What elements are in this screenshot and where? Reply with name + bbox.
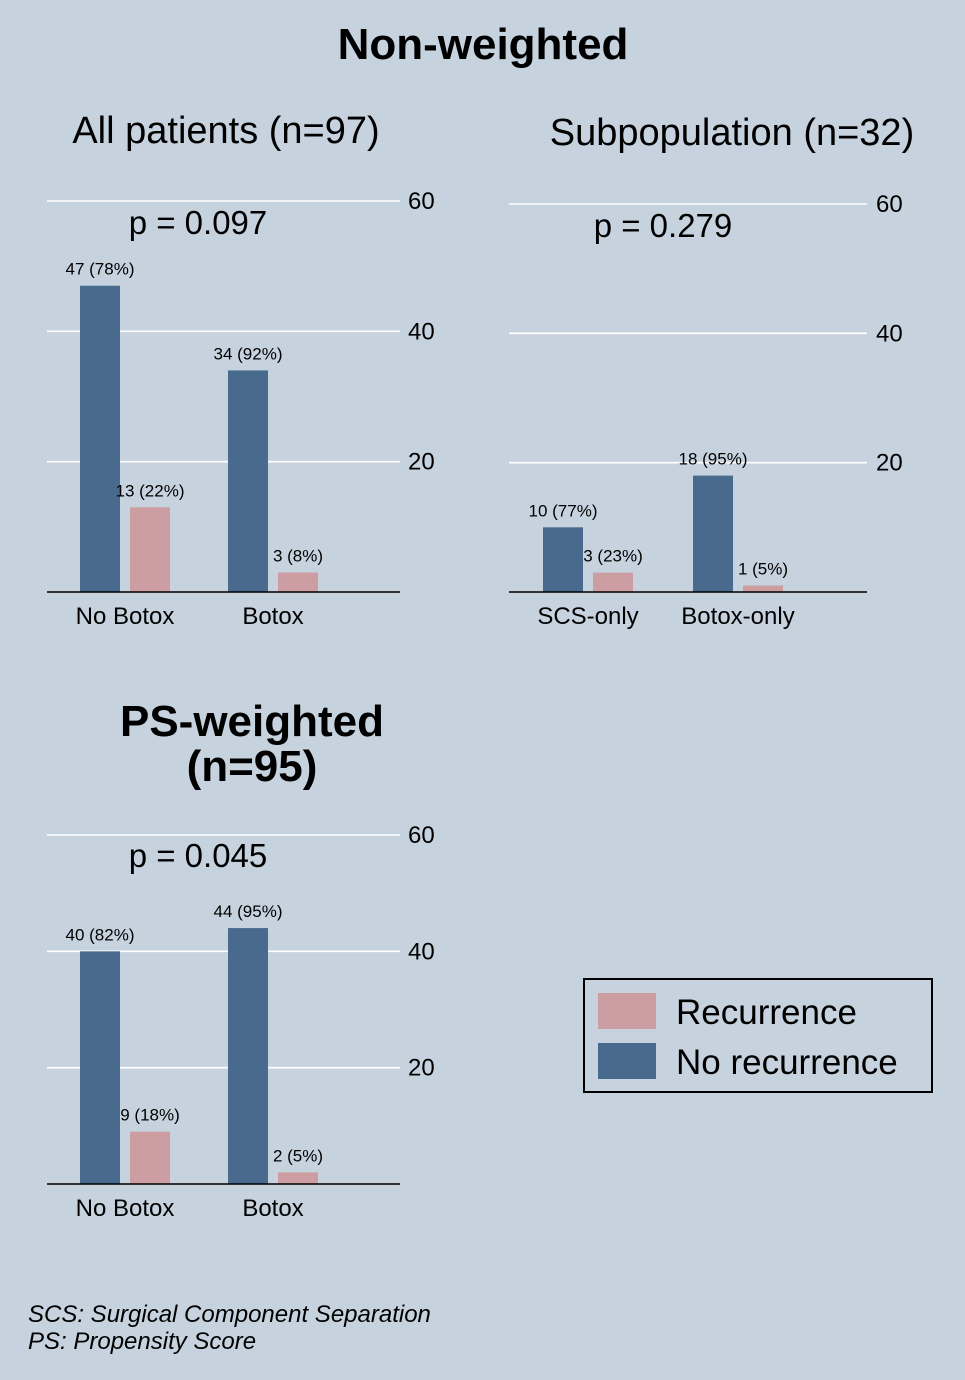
recurrence-bar: [130, 507, 170, 592]
x-category-label: Botox-only: [681, 603, 794, 630]
bar-data-label: 47 (78%): [66, 260, 135, 279]
bar-data-label: 1 (5%): [738, 560, 788, 579]
bar-data-label: 44 (95%): [214, 902, 283, 921]
bar-data-label: 13 (22%): [116, 481, 185, 500]
x-category-label: Botox: [242, 603, 303, 630]
panel-title-line: PS-weighted: [120, 697, 384, 746]
panel-title-line: (n=95): [187, 742, 318, 791]
footnote: PS: Propensity Score: [28, 1328, 256, 1355]
recurrence-bar: [278, 572, 318, 592]
bar-data-label: 18 (95%): [679, 450, 748, 469]
legend-label: Recurrence: [676, 993, 857, 1032]
recurrence-bar: [593, 572, 633, 592]
no-recurrence-bar: [228, 370, 268, 592]
legend-box: [583, 978, 933, 1093]
panel-title-line: Subpopulation (n=32): [550, 112, 914, 154]
no-recurrence-bar: [80, 951, 120, 1184]
x-category-label: Botox: [242, 1195, 303, 1222]
chart-panel-2: Subpopulation (n=32) 20 40 60 p = 0.279 10 (7…: [509, 112, 914, 630]
x-category-label: No Botox: [76, 603, 175, 630]
legend-swatch: [598, 1043, 656, 1079]
y-tick-label: 20: [408, 449, 435, 476]
recurrence-bar: [743, 585, 783, 592]
y-tick-label: 40: [408, 938, 435, 965]
y-tick-label: 60: [876, 191, 903, 218]
y-tick-label: 40: [408, 318, 435, 345]
bar-data-label: 2 (5%): [273, 1146, 323, 1165]
panel-title: All patients (n=97): [72, 110, 379, 152]
chart-panel-3: PS-weighted (n=95) 20 40 60 p = 0.045 40 (82%)…: [47, 697, 435, 1222]
panel-title-line: All patients (n=97): [72, 110, 379, 152]
bar-data-label: 3 (8%): [273, 546, 323, 565]
p-value-annotation: p = 0.097: [129, 204, 268, 241]
no-recurrence-bar: [228, 928, 268, 1184]
main-title: Non-weighted: [338, 20, 629, 69]
chart-panel-1: All patients (n=97) 20 40 60 p = 0.097 47 (78…: [47, 110, 435, 630]
bar-data-label: 40 (82%): [66, 925, 135, 944]
bar-data-label: 34 (92%): [214, 344, 283, 363]
y-tick-label: 20: [876, 450, 903, 477]
legend: Recurrence No recurrence: [583, 978, 933, 1093]
recurrence-bar: [278, 1172, 318, 1184]
panel-title: Subpopulation (n=32): [550, 112, 914, 154]
y-tick-label: 60: [408, 822, 435, 849]
y-tick-label: 60: [408, 188, 435, 215]
no-recurrence-bar: [543, 527, 583, 592]
bar-data-label: 10 (77%): [529, 501, 598, 520]
no-recurrence-bar: [80, 285, 120, 592]
panel-title: PS-weighted (n=95): [120, 697, 384, 791]
y-tick-label: 40: [876, 320, 903, 347]
legend-swatch: [598, 993, 656, 1029]
y-tick-label: 20: [408, 1055, 435, 1082]
p-value-annotation: p = 0.279: [594, 207, 733, 244]
bar-data-label: 9 (18%): [120, 1106, 180, 1125]
recurrence-bar: [130, 1131, 170, 1184]
no-recurrence-bar: [693, 475, 733, 592]
p-value-annotation: p = 0.045: [129, 837, 268, 874]
x-category-label: No Botox: [76, 1195, 175, 1222]
bar-data-label: 3 (23%): [583, 547, 643, 566]
footnote: SCS: Surgical Component Separation: [28, 1301, 431, 1328]
legend-label: No recurrence: [676, 1043, 898, 1082]
x-category-label: SCS-only: [537, 603, 638, 630]
